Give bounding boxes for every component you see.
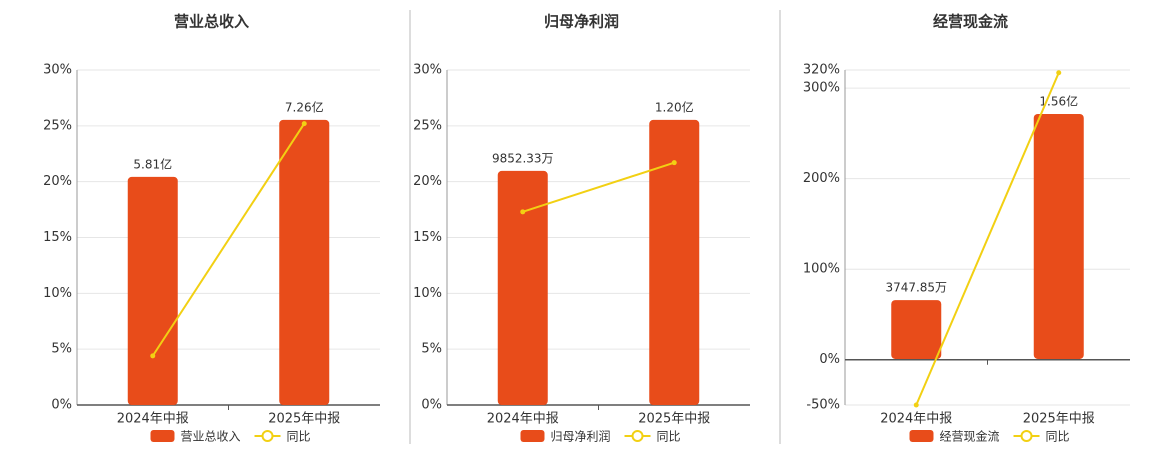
legend-label: 同比 [1046, 430, 1070, 444]
legend-label: 同比 [657, 430, 681, 444]
value-label: 3747.85万 [885, 281, 947, 295]
panel-title: 归母净利润 [544, 13, 619, 31]
y-tick-label: 0% [51, 398, 72, 413]
line-point [520, 209, 526, 215]
y-tick-label: 25% [43, 118, 72, 133]
y-tick-label: 15% [43, 230, 72, 245]
x-tick-label: 2025年中报 [268, 412, 340, 427]
legend-label: 营业总收入 [181, 430, 241, 444]
y-tick-label: 300% [803, 81, 840, 96]
bar [279, 119, 330, 406]
y-tick-label: 10% [43, 286, 72, 301]
bar [1033, 113, 1084, 359]
legend-marker [1020, 430, 1033, 442]
y-tick-label: 5% [421, 342, 442, 357]
value-label: 7.26亿 [285, 99, 324, 114]
line [522, 161, 675, 213]
panel-title: 经营现金流 [933, 13, 1008, 31]
y-tick-label: -50% [806, 398, 840, 413]
legend-marker [631, 430, 644, 442]
y-tick-label: 0% [819, 352, 840, 367]
value-label: 5.81亿 [133, 156, 172, 171]
legend-swatch [150, 430, 175, 442]
x-tick-label: 2024年中报 [880, 412, 952, 427]
line [915, 72, 1060, 406]
line-point [301, 121, 307, 127]
line [151, 123, 306, 357]
y-tick-label: 25% [413, 118, 442, 133]
legend-label: 经营现金流 [940, 429, 1000, 444]
x-tick-label: 2025年中报 [1023, 412, 1095, 427]
value-label: 9852.33万 [492, 151, 554, 165]
legend-marker [261, 430, 274, 442]
line-point [150, 353, 156, 359]
y-tick-label: 20% [43, 174, 72, 189]
line-point [913, 402, 919, 408]
y-tick-label: 0% [421, 398, 442, 413]
bar [649, 119, 700, 405]
x-tick-label: 2024年中报 [487, 412, 559, 427]
y-tick-label: 10% [413, 286, 442, 301]
legend-label: 归母净利润 [551, 430, 611, 444]
y-tick-label: 30% [43, 63, 72, 78]
legend-label: 同比 [287, 430, 311, 444]
x-tick-label: 2025年中报 [638, 412, 710, 427]
bar [127, 176, 178, 405]
y-tick-label: 100% [803, 262, 840, 277]
line-point [1056, 70, 1062, 76]
y-tick-label: 5% [51, 342, 72, 357]
y-tick-label: 30% [413, 63, 442, 78]
y-tick-label: 20% [413, 174, 442, 189]
y-tick-label: 320% [803, 63, 840, 78]
y-tick-label: 200% [803, 171, 840, 186]
legend-swatch [520, 430, 545, 442]
value-label: 1.20亿 [655, 99, 694, 114]
legend-swatch [909, 430, 934, 442]
line-point [671, 160, 677, 166]
bar [891, 300, 942, 359]
bar [497, 170, 548, 405]
panel-title: 营业总收入 [174, 13, 249, 31]
y-tick-label: 15% [413, 230, 442, 245]
x-tick-label: 2024年中报 [117, 412, 189, 427]
